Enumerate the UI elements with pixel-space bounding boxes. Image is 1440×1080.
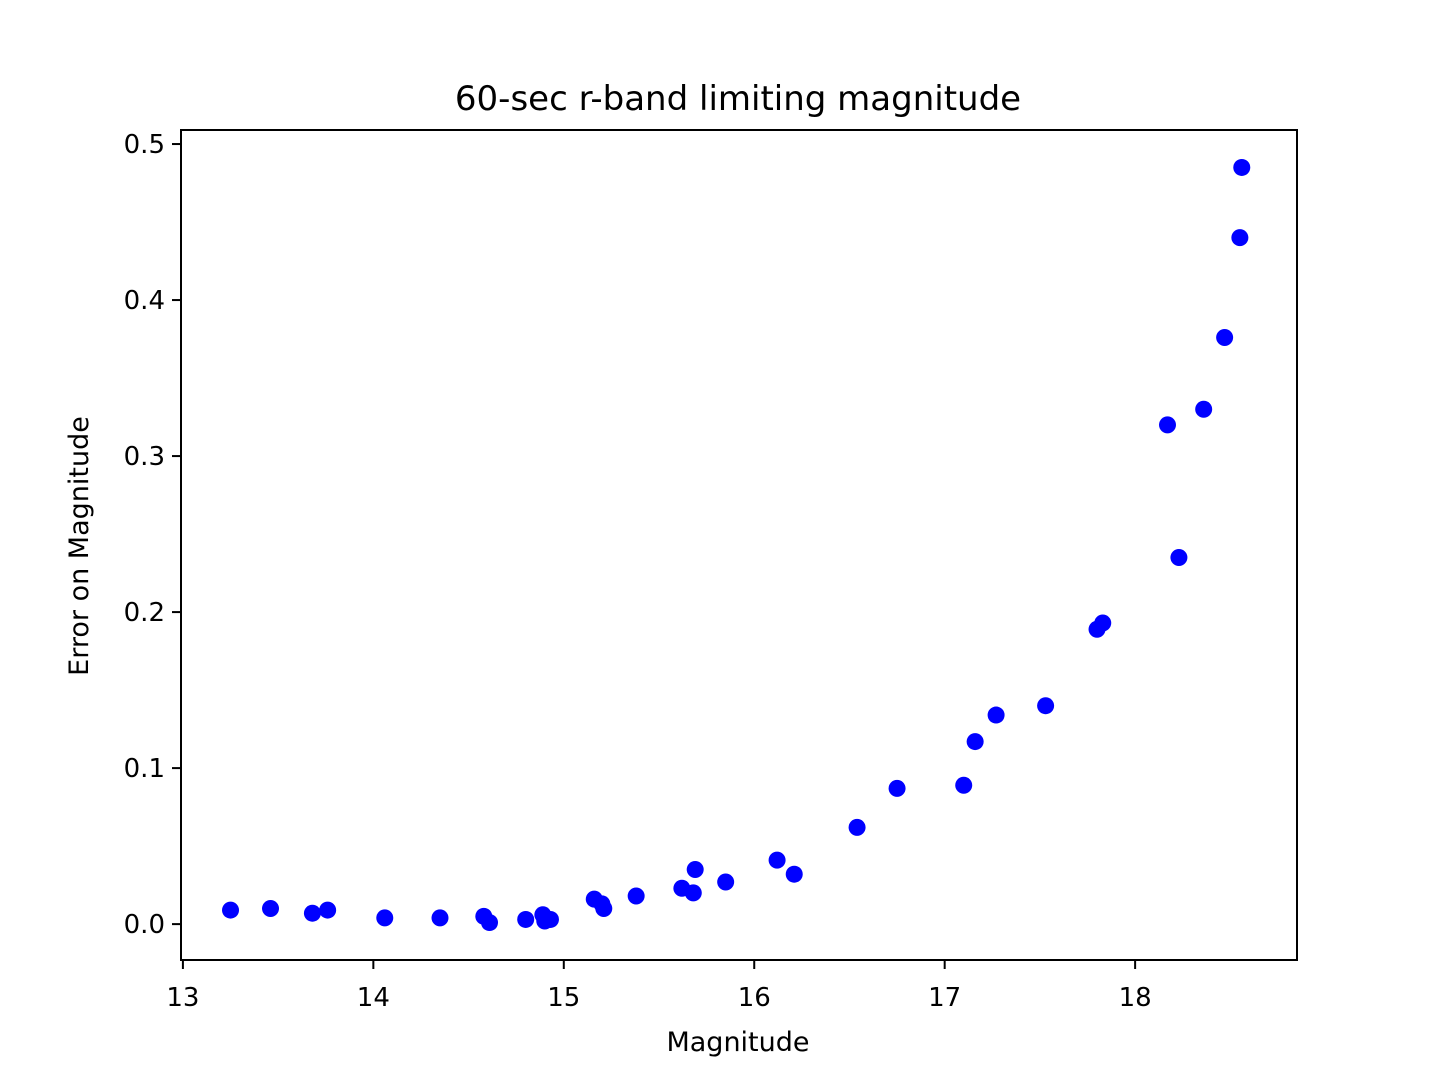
y-tick-label: 0.2 <box>124 598 165 628</box>
x-tick-label: 14 <box>357 983 390 1013</box>
plot-frame <box>180 129 1298 961</box>
data-point <box>1037 697 1055 715</box>
data-point <box>686 861 704 879</box>
data-point <box>541 910 559 928</box>
data-point <box>1233 158 1251 176</box>
y-axis-label: Error on Magnitude <box>64 416 95 676</box>
data-point <box>1094 614 1112 632</box>
data-point <box>955 776 973 794</box>
data-point <box>966 733 984 751</box>
data-point <box>627 887 645 905</box>
data-point <box>319 901 337 919</box>
data-point <box>376 909 394 927</box>
y-tick-label: 0.1 <box>124 754 165 784</box>
data-point <box>595 900 613 918</box>
data-point <box>222 901 240 919</box>
data-point <box>768 851 786 869</box>
x-tick-label: 16 <box>738 983 771 1013</box>
data-point <box>1170 548 1188 566</box>
data-point <box>1231 229 1249 247</box>
data-points <box>222 158 1251 932</box>
data-point <box>888 779 906 797</box>
data-point <box>848 818 866 836</box>
axis-ticks: 13 14 15 16 17 18 0.0 0.1 0.2 0.3 0.4 0.5 <box>124 130 1152 1013</box>
data-point <box>1159 416 1176 434</box>
y-tick-label: 0.0 <box>124 910 165 940</box>
y-tick-label: 0.5 <box>124 130 165 160</box>
data-point <box>303 904 321 922</box>
x-tick-label: 15 <box>547 983 580 1013</box>
data-point <box>431 909 449 927</box>
data-point <box>1195 400 1213 418</box>
data-point <box>717 873 735 891</box>
x-tick-label: 18 <box>1119 983 1152 1013</box>
data-point <box>517 910 535 928</box>
data-point <box>262 900 280 918</box>
y-tick-label: 0.4 <box>124 286 165 316</box>
data-point <box>481 914 499 932</box>
y-tick-label: 0.3 <box>124 442 165 472</box>
data-point <box>785 865 803 883</box>
chart-title: 60-sec r-band limiting magnitude <box>455 79 1021 119</box>
x-tick-label: 17 <box>928 983 961 1013</box>
x-axis-label: Magnitude <box>666 1027 809 1058</box>
data-point <box>1216 329 1234 346</box>
data-point <box>684 884 702 902</box>
x-tick-label: 13 <box>166 983 199 1013</box>
data-point <box>987 706 1005 724</box>
